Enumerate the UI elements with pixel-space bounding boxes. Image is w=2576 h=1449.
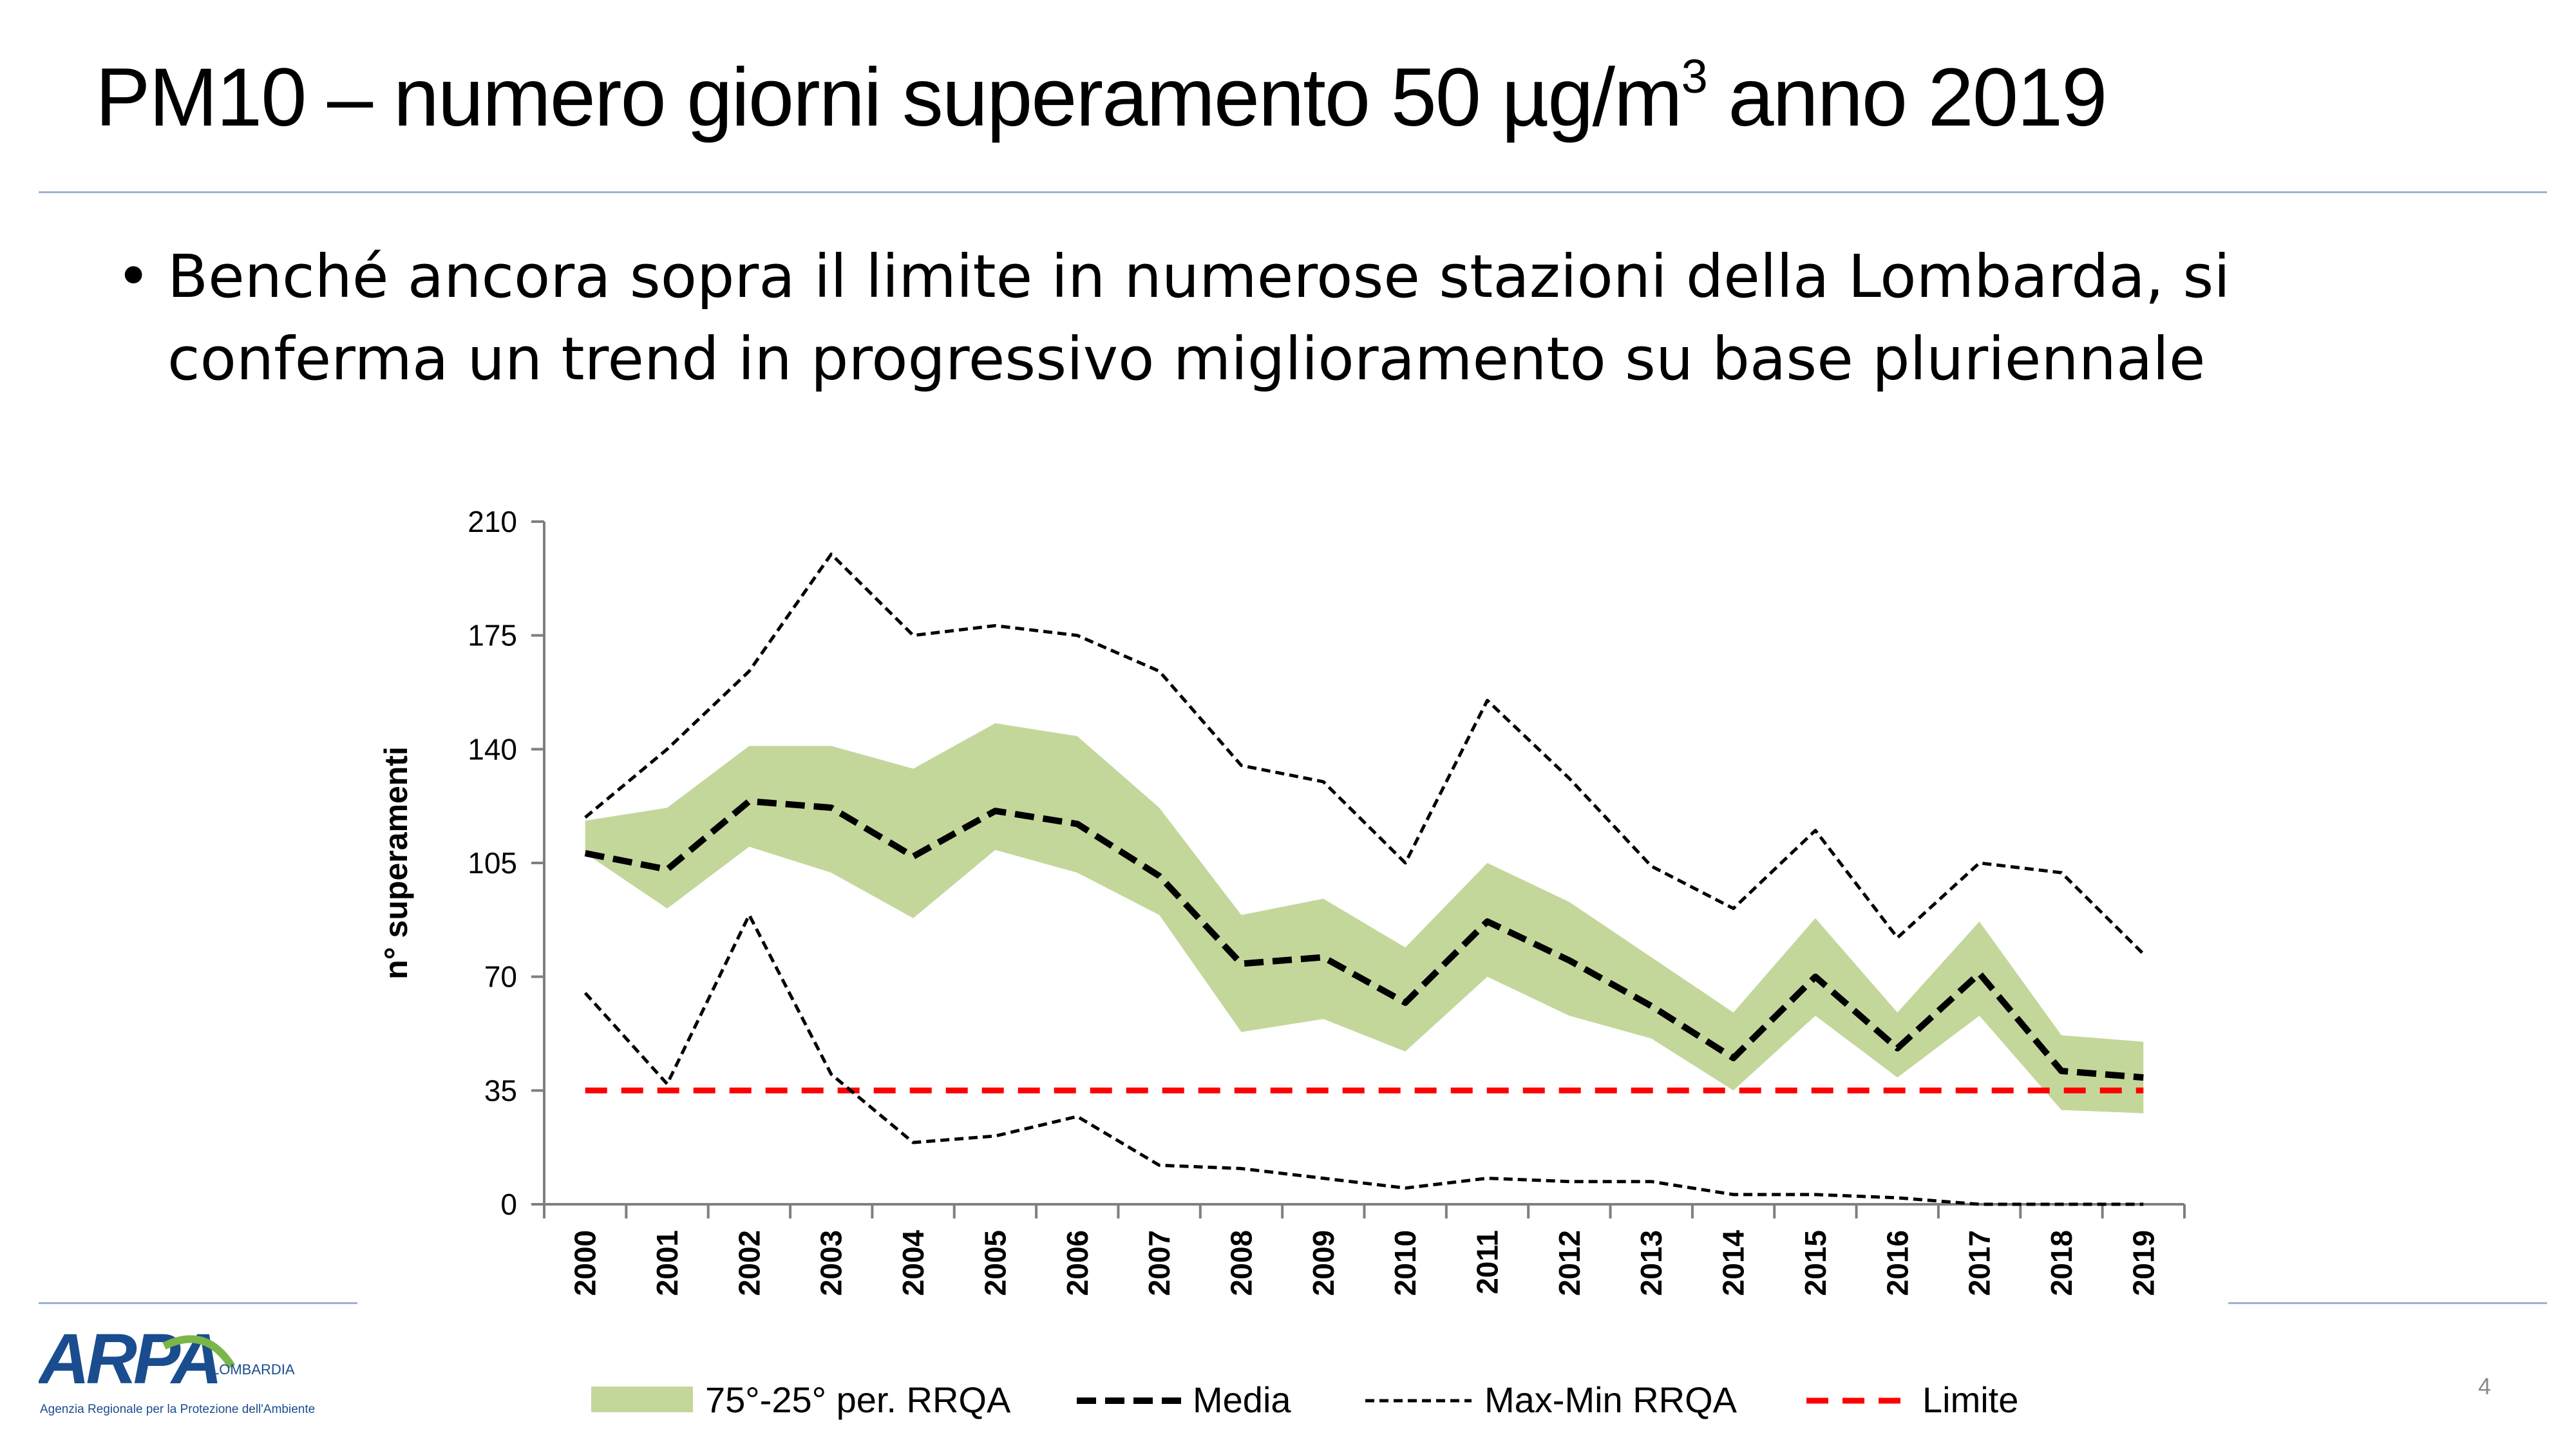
x-tick-label: 2016: [1880, 1230, 1914, 1296]
slide-title-main: PM10 – numero giorni superamento 50 µg/m: [95, 52, 1683, 144]
y-tick-label: 105: [468, 846, 517, 880]
x-tick-label: 2000: [569, 1230, 602, 1296]
legend-label-band: 75°-25° per. RRQA: [705, 1379, 1011, 1420]
bullet-item: • Benché ancora sopra il limite in numer…: [116, 236, 2434, 401]
legend-label-maxmin: Max-Min RRQA: [1484, 1379, 1738, 1420]
y-tick-label: 70: [484, 960, 517, 994]
x-tick-label: 2015: [1799, 1230, 1832, 1296]
legend-label-media: Media: [1193, 1379, 1291, 1420]
x-tick-label: 2017: [1963, 1230, 1996, 1296]
x-tick-label: 2011: [1471, 1230, 1504, 1294]
slide-title-end: anno 2019: [1706, 52, 2107, 144]
x-tick-label: 2010: [1388, 1230, 1422, 1296]
bullet-point-icon: •: [116, 242, 151, 311]
legend-label-limite: Limite: [1922, 1379, 2018, 1420]
y-axis-title: n° superamenti: [378, 746, 414, 980]
y-tick-label: 140: [468, 732, 517, 766]
x-tick-label: 2007: [1142, 1230, 1176, 1296]
band-75-25-area: [585, 723, 2144, 1113]
x-tick-label: 2013: [1634, 1230, 1668, 1296]
bullet-text: Benché ancora sopra il limite in numeros…: [167, 242, 2230, 393]
arpa-logo: ARPA LOMBARDIA Agenzia Regionale per la …: [39, 1327, 315, 1416]
x-tick-label: 2005: [978, 1230, 1012, 1296]
x-tick-label: 2002: [732, 1230, 766, 1296]
footer-divider-left: [39, 1302, 357, 1304]
maxmin-min-line: [583, 913, 2144, 1206]
page-number: 4: [2478, 1373, 2492, 1399]
y-tick-label: 175: [468, 619, 517, 652]
x-tick-label: 2008: [1224, 1230, 1258, 1296]
x-tick-label: 2001: [650, 1230, 684, 1296]
x-tick-label: 2006: [1061, 1230, 1094, 1296]
logo-region: LOMBARDIA: [211, 1361, 295, 1378]
x-tick-label: 2003: [815, 1230, 848, 1296]
slide-title: PM10 – numero giorni superamento 50 µg/m…: [95, 53, 2107, 139]
logo-swoosh-icon: [162, 1335, 236, 1369]
x-tick-label: 2018: [2045, 1230, 2078, 1296]
footer-divider-right: [2228, 1302, 2547, 1304]
x-tick-label: 2014: [1717, 1230, 1750, 1296]
slide-title-superscript: 3: [1681, 50, 1708, 103]
y-tick-label: 0: [500, 1188, 517, 1221]
x-tick-label: 2009: [1307, 1230, 1340, 1296]
media-line: [584, 798, 2144, 1081]
y-tick-label: 35: [484, 1074, 517, 1107]
maxmin-max-line: [584, 553, 2145, 956]
x-tick-label: 2019: [2126, 1230, 2160, 1296]
legend-band-swatch: [591, 1387, 693, 1412]
x-tick-label: 2012: [1553, 1230, 1586, 1296]
y-tick-label: 210: [468, 505, 517, 538]
title-divider: [39, 191, 2547, 193]
x-tick-label: 2004: [896, 1230, 930, 1296]
logo-tagline: Agenzia Regionale per la Protezione dell…: [40, 1403, 315, 1416]
